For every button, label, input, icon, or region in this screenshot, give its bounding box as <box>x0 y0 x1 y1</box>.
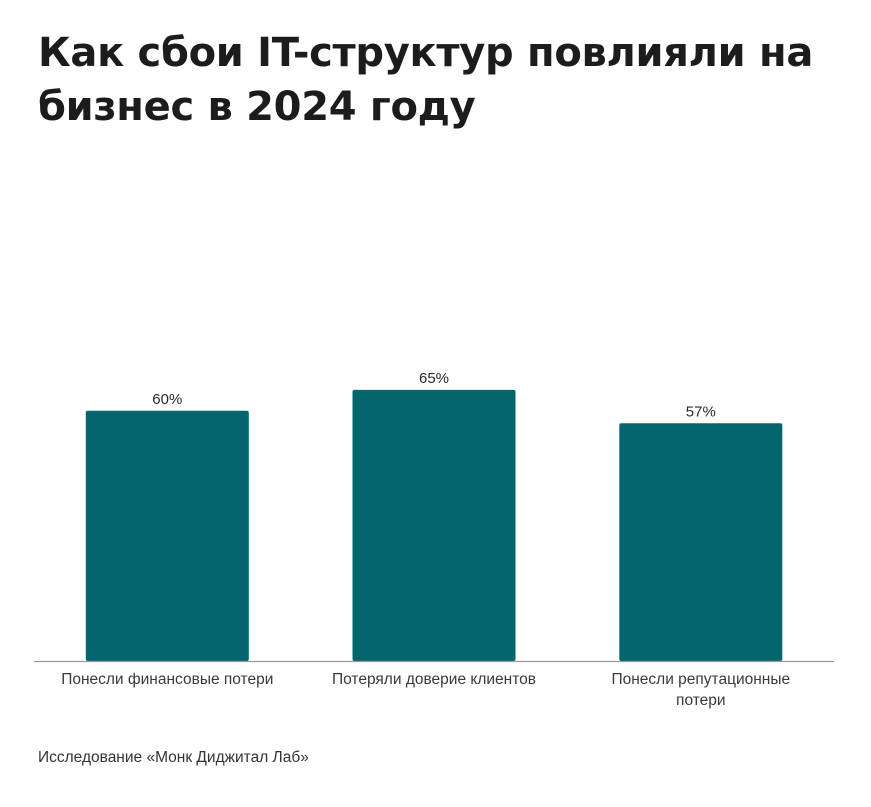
bar-1 <box>85 410 249 661</box>
bars-group <box>85 389 783 661</box>
source-note: Исследование «Монк Диджитал Лаб» <box>38 749 309 766</box>
value-label-2: 65% <box>419 370 449 387</box>
value-label-1: 60% <box>152 391 182 408</box>
category-label-line: Понесли репутационные <box>611 671 790 688</box>
category-label-2: Потеряли доверие клиентов <box>332 671 536 688</box>
category-label-1: Понесли финансовые потери <box>61 671 273 688</box>
category-label-line: Потеряли доверие клиентов <box>332 671 536 688</box>
bar-3 <box>619 423 783 661</box>
category-label-line: потери <box>676 692 726 709</box>
category-label-3: Понесли репутационные потери <box>611 671 790 709</box>
bar-2 <box>352 389 516 661</box>
value-labels-group: 60% 65% 57% <box>152 370 716 420</box>
value-label-3: 57% <box>686 403 716 420</box>
chart-title: Как сбои IT-структур повлияли на бизнес … <box>38 30 814 130</box>
category-labels-group: Понесли финансовые потери Потеряли довери… <box>61 671 790 709</box>
category-label-line: Понесли финансовые потери <box>61 671 273 688</box>
